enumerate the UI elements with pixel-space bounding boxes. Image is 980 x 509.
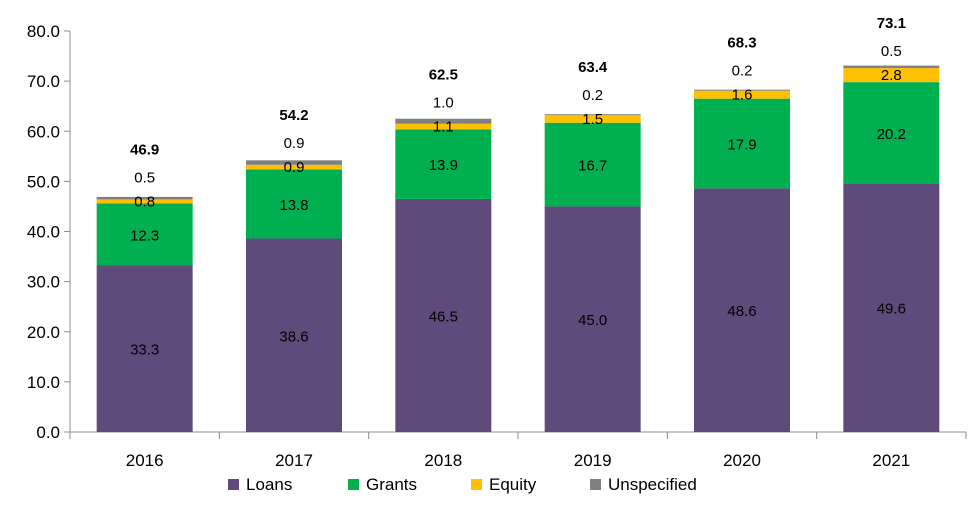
y-tick-label: 50.0 — [27, 172, 60, 191]
bar-segment-equity-2016 — [96, 199, 193, 204]
y-tick-label: 0.0 — [36, 423, 60, 442]
total-label-2016: 46.9 — [130, 141, 159, 158]
data-label-unspecified-2016: 0.5 — [134, 169, 155, 186]
bar-segment-loans-2018 — [395, 198, 492, 432]
bar-layer — [96, 65, 940, 432]
y-tick-label: 60.0 — [27, 122, 60, 141]
bar-segment-grants-2016 — [96, 203, 193, 266]
data-label-loans-2019: 45.0 — [578, 312, 607, 329]
y-tick-label: 40.0 — [27, 223, 60, 242]
data-label-equity-2021: 2.8 — [881, 67, 902, 84]
bar-segment-unspecified-2020 — [694, 89, 790, 91]
data-label-unspecified-2021: 0.5 — [881, 43, 902, 60]
x-tick-label-2018: 2018 — [424, 451, 462, 470]
data-label-grants-2017: 13.8 — [279, 197, 308, 214]
total-label-2021: 73.1 — [877, 15, 906, 32]
bar-segment-grants-2018 — [395, 129, 492, 199]
data-label-grants-2018: 13.9 — [429, 157, 458, 174]
x-tick-label-2019: 2019 — [574, 451, 612, 470]
data-label-grants-2020: 17.9 — [727, 137, 756, 154]
y-tick-label: 70.0 — [27, 72, 60, 91]
bar-segment-loans-2017 — [246, 238, 342, 432]
label-layer: 33.3 12.3 0.8 0.5 46.9 38.6 13.8 0.9 0.9 54.2 46.5… — [130, 15, 906, 358]
data-label-loans-2016: 33.3 — [130, 342, 159, 359]
data-label-grants-2016: 12.3 — [130, 227, 159, 244]
data-label-equity-2018: 1.1 — [433, 118, 454, 135]
bar-segment-unspecified-2016 — [96, 196, 193, 200]
data-label-grants-2021: 20.2 — [877, 126, 906, 143]
x-tick-label-2017: 2017 — [275, 451, 313, 470]
bar-segment-loans-2020 — [694, 188, 790, 432]
x-tick-label-2021: 2021 — [872, 451, 910, 470]
chart-axes: 0.0 10.0 20.0 30.0 40.0 50.0 60.0 70.0 80.0 2016 2… — [27, 22, 967, 470]
legend-label-loans: Loans — [246, 475, 292, 494]
bar-segment-equity-2017 — [246, 164, 342, 170]
legend-swatch-unspecified — [590, 479, 601, 490]
bar-segment-unspecified-2018 — [395, 118, 492, 124]
y-tick-label: 10.0 — [27, 373, 60, 392]
bar-segment-grants-2017 — [246, 169, 342, 239]
y-tick-label: 20.0 — [27, 323, 60, 342]
x-tick-label-2016: 2016 — [126, 451, 164, 470]
data-label-loans-2020: 48.6 — [727, 303, 756, 320]
data-label-equity-2019: 1.5 — [582, 111, 603, 128]
bar-segment-loans-2016 — [96, 265, 193, 432]
bar-segment-loans-2021 — [843, 183, 940, 432]
data-label-equity-2016: 0.8 — [134, 193, 155, 210]
bar-segment-loans-2019 — [544, 206, 641, 432]
total-label-2020: 68.3 — [727, 35, 756, 52]
bar-segment-grants-2020 — [694, 98, 790, 189]
legend: Loans Grants Equity Unspecified — [228, 475, 697, 494]
legend-label-unspecified: Unspecified — [608, 475, 697, 494]
data-label-unspecified-2020: 0.2 — [732, 63, 753, 80]
total-label-2018: 62.5 — [429, 66, 458, 83]
legend-label-equity: Equity — [489, 475, 537, 494]
bar-segment-unspecified-2021 — [843, 65, 940, 69]
total-label-2019: 63.4 — [578, 59, 608, 76]
data-label-unspecified-2019: 0.2 — [582, 87, 603, 104]
data-label-loans-2021: 49.6 — [877, 301, 906, 318]
x-tick-label-2020: 2020 — [723, 451, 761, 470]
data-label-equity-2017: 0.9 — [284, 159, 305, 176]
total-label-2017: 54.2 — [279, 107, 308, 124]
data-label-equity-2020: 1.6 — [732, 87, 753, 104]
legend-swatch-grants — [348, 479, 359, 490]
bar-segment-grants-2019 — [544, 122, 641, 207]
y-tick-label: 80.0 — [27, 22, 60, 41]
bar-segment-unspecified-2019 — [544, 114, 641, 116]
data-label-grants-2019: 16.7 — [578, 158, 607, 175]
y-tick-label: 30.0 — [27, 273, 60, 292]
legend-swatch-loans — [228, 479, 239, 490]
legend-label-grants: Grants — [366, 475, 417, 494]
data-label-unspecified-2017: 0.9 — [284, 135, 305, 152]
bar-segment-unspecified-2017 — [246, 160, 342, 165]
legend-swatch-equity — [471, 479, 482, 490]
data-label-loans-2018: 46.5 — [429, 308, 458, 325]
bar-segment-equity-2019 — [544, 115, 641, 123]
bar-segment-equity-2020 — [694, 90, 790, 99]
bar-segment-equity-2021 — [843, 68, 940, 83]
bar-segment-grants-2021 — [843, 82, 940, 184]
data-label-loans-2017: 38.6 — [279, 328, 308, 345]
bar-segment-equity-2018 — [395, 123, 492, 130]
data-label-unspecified-2018: 1.0 — [433, 94, 454, 111]
